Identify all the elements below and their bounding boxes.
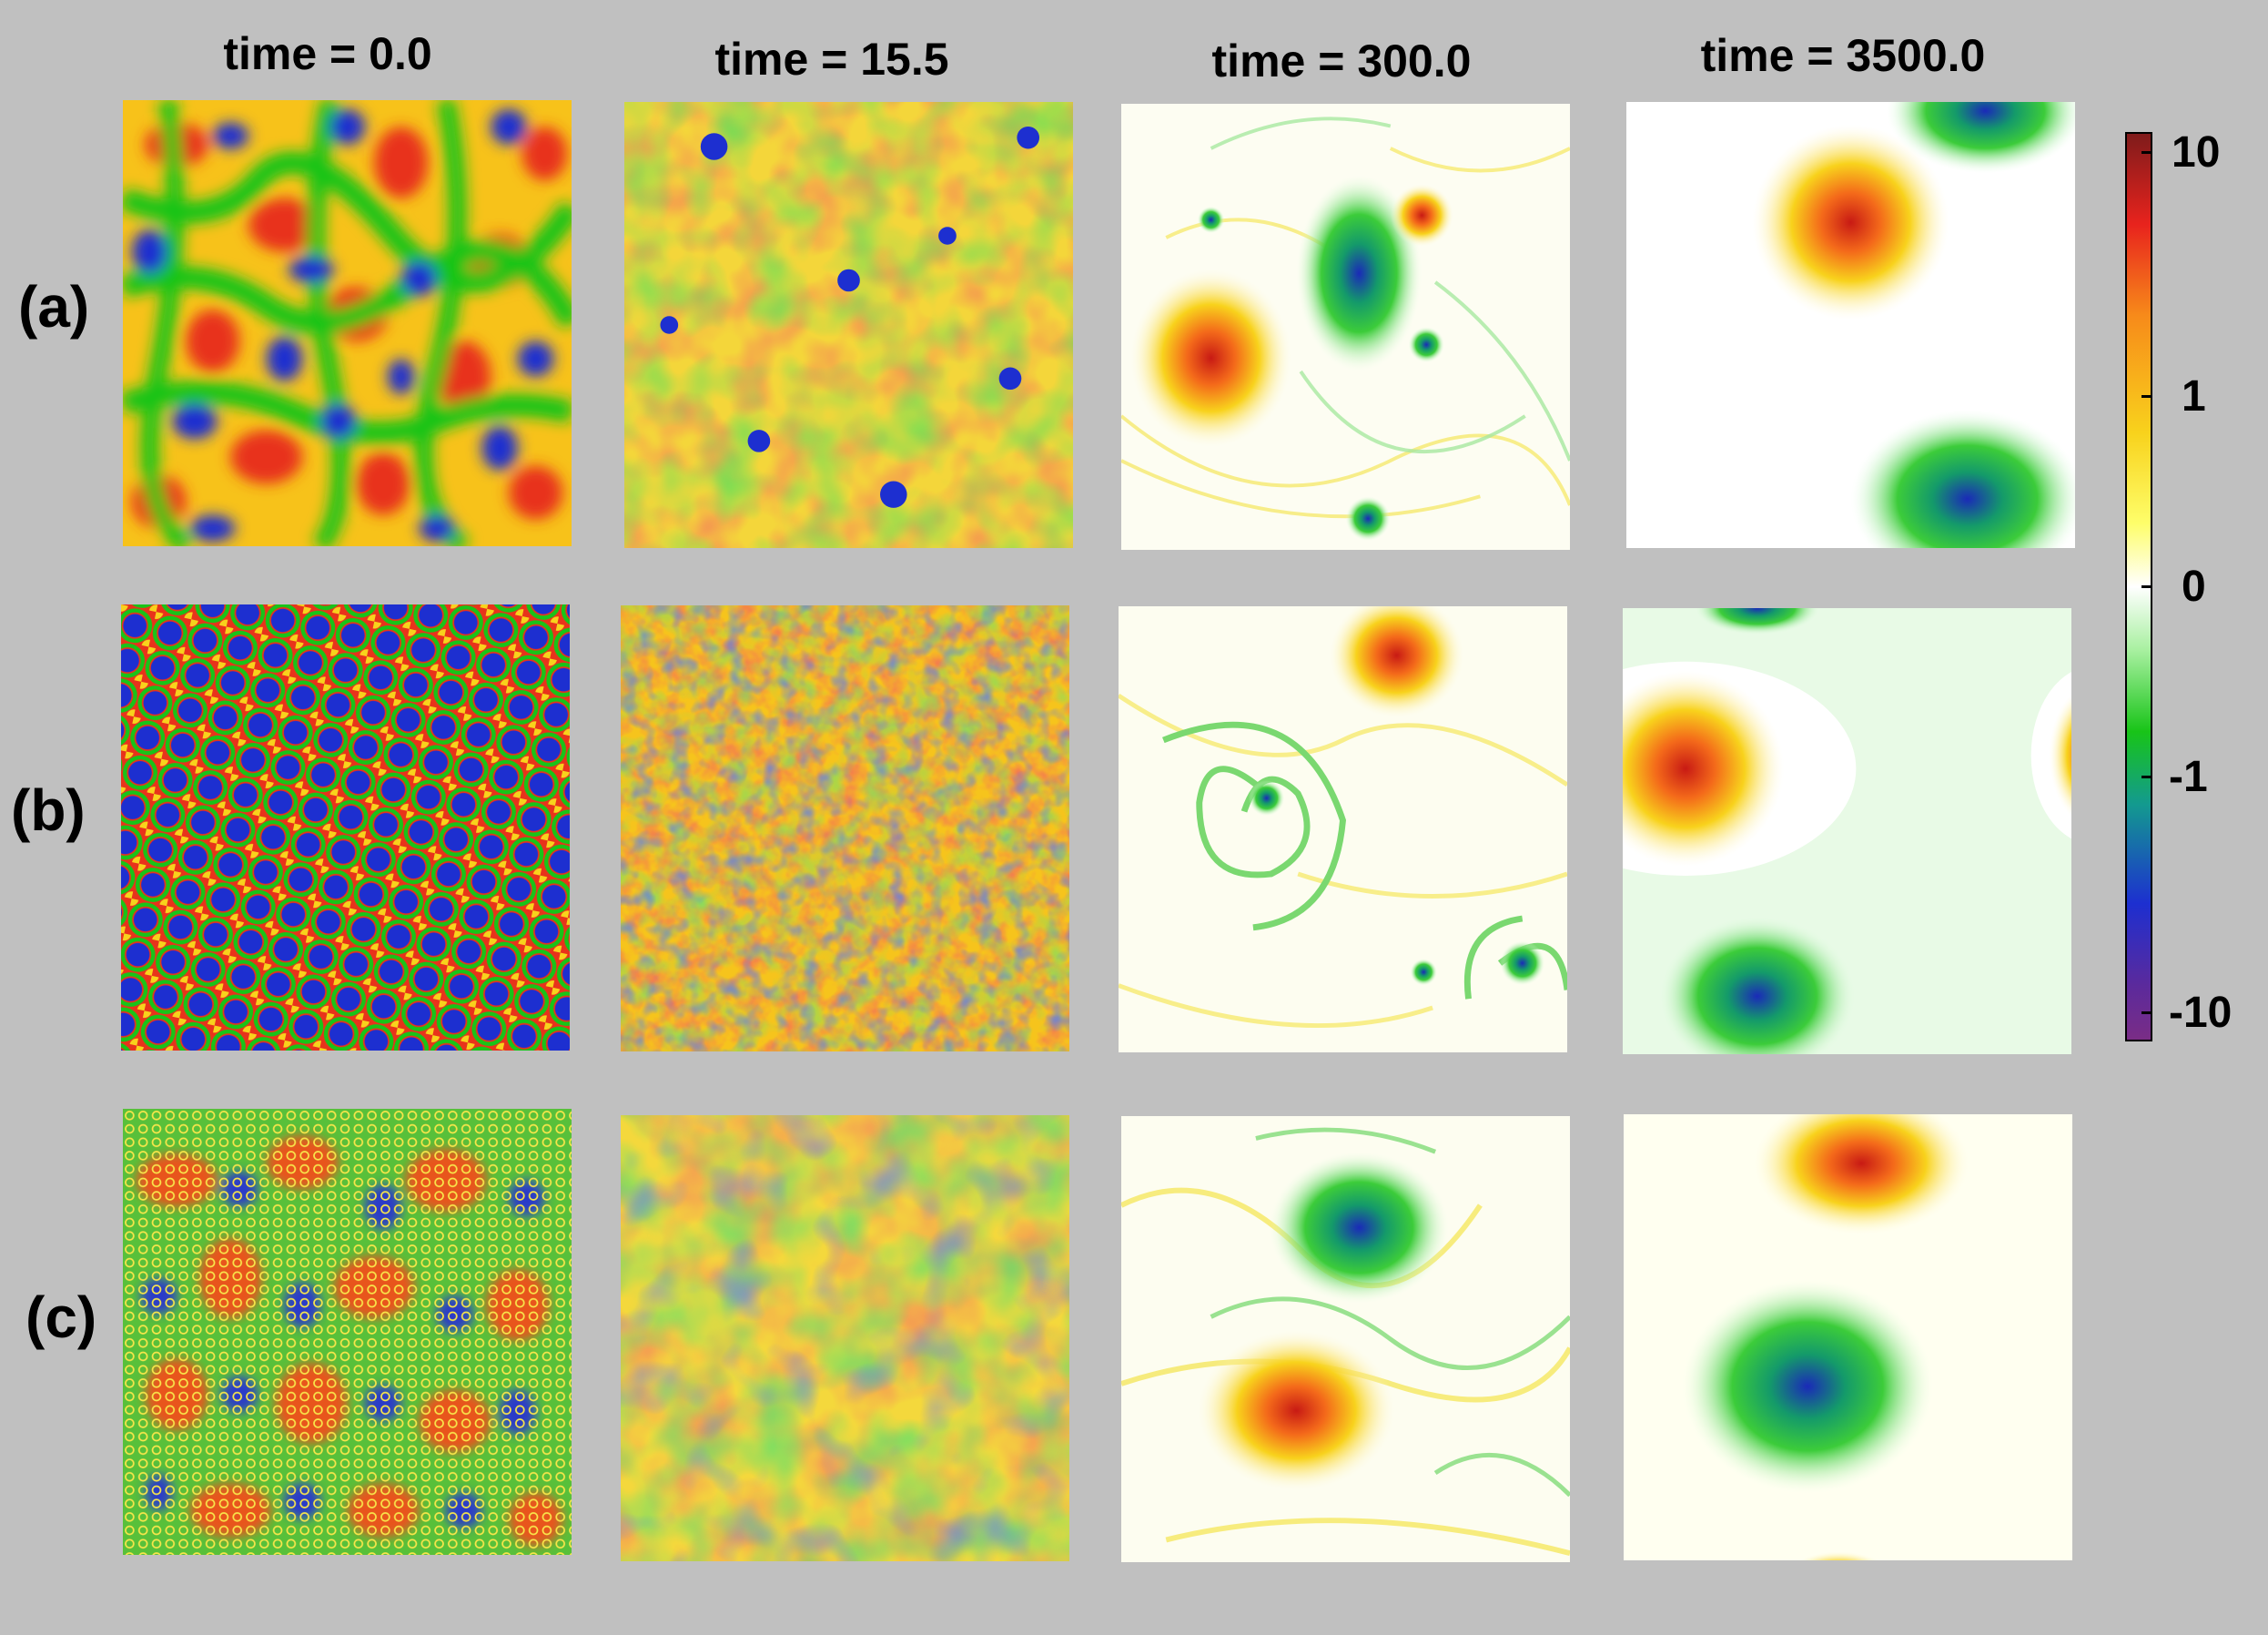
column-title-time-0: time = 0.0	[223, 28, 432, 79]
panel-b-t3500	[1623, 608, 2071, 1054]
panel-a-t15-5	[624, 102, 1073, 548]
colorbar-tick-1: 1	[2182, 372, 2206, 421]
row-label-a: (a)	[18, 274, 90, 340]
colorbar-tickmark-0	[2141, 585, 2151, 588]
row-label-b: (b)	[11, 777, 86, 843]
colorbar-tick-10: 10	[2172, 128, 2221, 177]
panel-c-t15-5	[621, 1115, 1069, 1561]
panel-c-t300	[1121, 1116, 1570, 1562]
panel-c-t0	[123, 1109, 572, 1555]
column-title-time-300: time = 300.0	[1211, 36, 1472, 86]
colorbar-tick-0: 0	[2182, 563, 2206, 611]
panel-c-t3500	[1624, 1114, 2072, 1560]
colorbar-tickmark-neg10	[2141, 1011, 2151, 1014]
panel-a-t3500	[1626, 102, 2075, 548]
panel-b-t15-5	[621, 605, 1069, 1051]
column-title-time-3500: time = 3500.0	[1700, 30, 1986, 81]
row-label-c: (c)	[25, 1285, 97, 1350]
colorbar-tick-neg10: -10	[2169, 989, 2233, 1037]
colorbar-tickmark-neg1	[2141, 776, 2151, 778]
colorbar-tick-neg1: -1	[2169, 753, 2208, 801]
panel-b-t300	[1119, 606, 1567, 1052]
panel-a-t0	[123, 100, 572, 546]
column-title-time-15-5: time = 15.5	[714, 34, 949, 85]
colorbar-tickmark-10	[2141, 151, 2151, 154]
panel-b-t0	[121, 604, 570, 1051]
panel-a-t300	[1121, 104, 1570, 550]
colorbar-tickmark-1	[2141, 395, 2151, 398]
